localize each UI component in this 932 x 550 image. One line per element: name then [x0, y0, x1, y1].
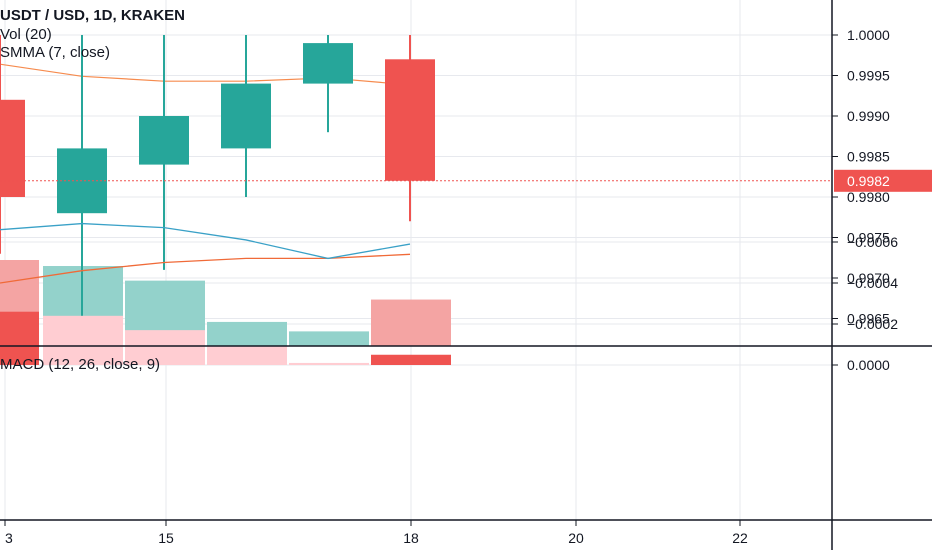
time-tick-label: 18: [403, 530, 419, 546]
macd-tick-label: −0.0002: [847, 316, 898, 332]
candle-body: [139, 116, 189, 165]
time-tick-label: 22: [732, 530, 748, 546]
price-tick-label: 0.9965: [847, 311, 890, 327]
volume-bar: [207, 321, 287, 346]
volume-bar: [371, 299, 451, 346]
macd-tick-label: −0.0004: [847, 275, 898, 291]
symbol-title[interactable]: USDT / USD, 1D, KRAKEN: [0, 7, 186, 24]
macd-histogram: [0, 311, 451, 365]
macd-tick-label: −0.0006: [847, 234, 898, 250]
macd-axis-ticks[interactable]: 0.0000 −0.0002 −0.0004 −0.0006: [832, 234, 898, 373]
price-tick-label: 0.9985: [847, 149, 890, 165]
last-price-badge: 0.9982: [834, 169, 932, 192]
time-tick-label: 3: [5, 530, 13, 546]
volume-bar: [289, 331, 369, 346]
price-tick-label: 1.0000: [847, 27, 890, 43]
time-axis-ticks[interactable]: 3 15 18 20 22: [4, 520, 748, 546]
price-tick-label: 0.9970: [847, 270, 890, 286]
price-axis-ticks[interactable]: 1.0000 0.9995 0.9990 0.9985 0.9980 0.9975 0.99…: [832, 27, 890, 327]
price-tick-label: 0.9995: [847, 68, 890, 84]
smma-legend[interactable]: SMMA (7, close): [0, 44, 111, 61]
macd-histogram-bar: [289, 362, 369, 365]
last-price-badge-bg: [834, 169, 932, 192]
macd-histogram-bar: [125, 330, 205, 365]
macd-histogram-bar: [207, 346, 287, 365]
price-tick-label: 0.9975: [847, 230, 890, 246]
macd-line: [0, 222, 411, 260]
macd-histogram-bar: [43, 315, 123, 365]
time-tick-label: 20: [568, 530, 584, 546]
price-tick-label: 0.9990: [847, 108, 890, 124]
candle-body: [221, 83, 271, 149]
macd-histogram-bar: [371, 354, 451, 365]
macd-tick-label: 0.0000: [847, 357, 890, 373]
macd-legend[interactable]: MACD (12, 26, close, 9): [0, 356, 161, 373]
last-price-badge-label: 0.9982: [847, 173, 890, 189]
candle-body: [303, 43, 353, 84]
macd-lines: [0, 222, 411, 284]
candle-body: [385, 59, 435, 181]
candlestick-series: [0, 35, 435, 319]
signal-line: [0, 253, 411, 284]
candle-body: [0, 99, 25, 197]
macd-histogram-bar: [0, 311, 39, 365]
time-tick-label: 15: [158, 530, 174, 546]
price-tick-label: 0.9980: [847, 189, 890, 205]
volume-legend[interactable]: Vol (20): [0, 26, 52, 43]
